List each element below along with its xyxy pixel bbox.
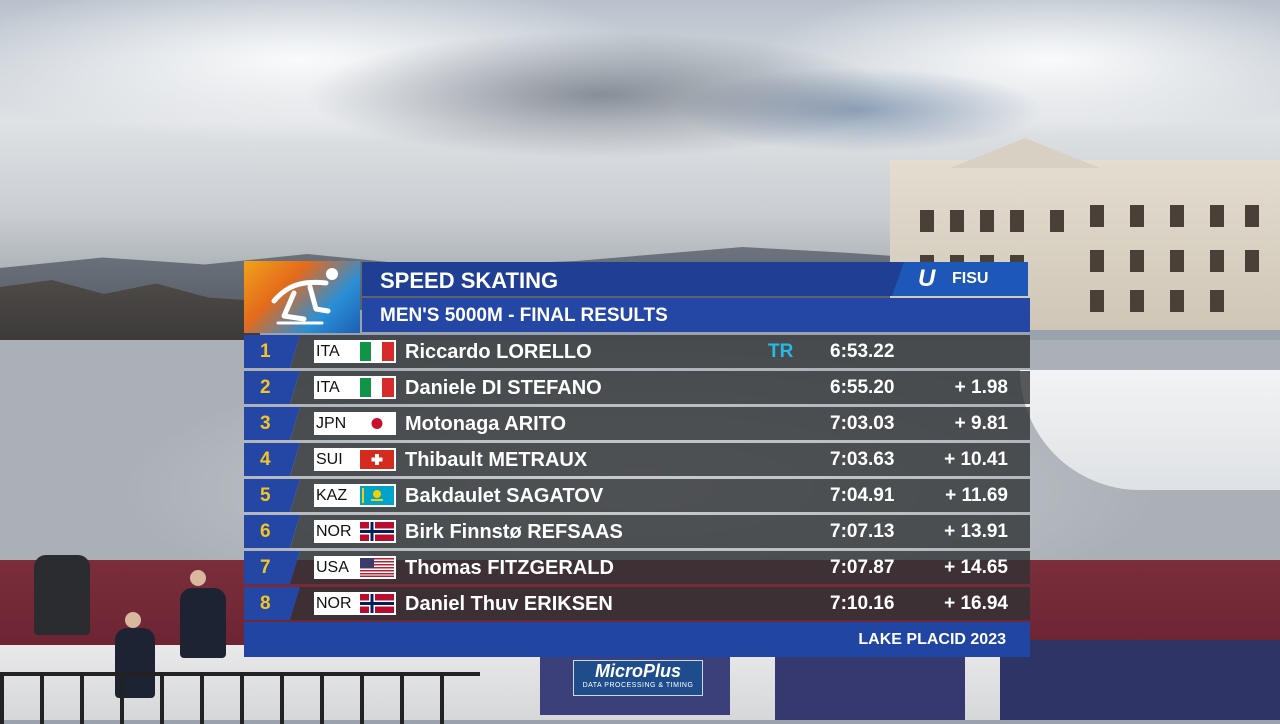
athlete-name: Thomas FITZGERALD [405, 557, 614, 579]
footer-bar: LAKE PLACID 2023 [244, 622, 1030, 657]
finish-time: 7:10.16 [830, 593, 895, 614]
banner-panel [775, 650, 965, 720]
athlete-name: Daniele DI STEFANO [405, 377, 602, 399]
fisu-icon: U [918, 265, 936, 292]
finish-time: 6:55.20 [830, 377, 895, 398]
athlete-name: Birk Finnstø REFSAAS [405, 521, 623, 543]
event-location: LAKE PLACID 2023 [858, 631, 1006, 648]
athlete-name: Riccardo LORELLO [405, 341, 592, 363]
rank: 6 [260, 521, 271, 542]
rank: 3 [260, 413, 271, 434]
nation-code: JPN [316, 415, 347, 432]
ita-flag [360, 378, 394, 397]
finish-time: 6:53.22 [830, 341, 895, 362]
ita-flag [360, 342, 394, 361]
nation-code: ITA [316, 379, 340, 396]
result-row: 2 ITA Daniele DI STEFANO 6:55.20 + 1.98 [244, 371, 1030, 404]
result-row: 3 JPN Motonaga ARITO 7:03.03 + 9.81 [244, 407, 1030, 440]
rank: 2 [260, 377, 271, 398]
finish-time: 7:07.87 [830, 557, 895, 578]
sui-flag [360, 450, 394, 469]
spectator-head [125, 612, 141, 628]
spectator [180, 588, 226, 658]
speed-skater-icon [244, 261, 360, 333]
result-row: 1 ITA Riccardo LORELLO TR 6:53.22 [244, 335, 1030, 368]
railing [0, 672, 480, 724]
time-behind: + 13.91 [944, 521, 1008, 542]
finish-time: 7:03.63 [830, 449, 895, 470]
rank: 8 [260, 593, 271, 614]
title-bar: SPEED SKATING U FISU [362, 262, 1028, 296]
result-row: 7 USA Thomas FITZGERALD 7:07.87 + 14.65 [244, 551, 1030, 584]
nor-flag [360, 522, 394, 541]
rank: 7 [260, 557, 271, 578]
time-behind: + 10.41 [944, 449, 1008, 470]
event-title: MEN'S 5000M - FINAL RESULTS [380, 305, 668, 326]
nation-code: KAZ [316, 487, 348, 504]
results-graphic: SPEED SKATING U FISU MEN'S 5000M - FINAL… [244, 261, 1030, 658]
banner-panel [1000, 640, 1280, 720]
result-row: 5 KAZ Bakdaulet SAGATOV 7:04.91 + 11.69 [244, 479, 1030, 512]
sponsor-tagline: DATA PROCESSING & TIMING [582, 682, 694, 689]
rank: 1 [260, 341, 271, 362]
nation-code: NOR [316, 595, 352, 612]
finish-time: 7:04.91 [830, 485, 895, 506]
nor-flag [360, 594, 394, 613]
camera-operator [34, 555, 90, 635]
time-behind: + 9.81 [954, 413, 1008, 434]
sport-title: SPEED SKATING [380, 268, 559, 293]
result-row: 6 NOR Birk Finnstø REFSAAS 7:07.13 + 13.… [244, 515, 1030, 548]
nation-code: NOR [316, 523, 352, 540]
finish-time: 7:03.03 [830, 413, 895, 434]
kaz-flag [360, 486, 394, 505]
time-behind: + 14.65 [944, 557, 1008, 578]
time-behind: + 1.98 [954, 377, 1008, 398]
subtitle-bar: MEN'S 5000M - FINAL RESULTS [362, 298, 1030, 332]
record-badge: TR [768, 341, 794, 362]
result-row: 8 NOR Daniel Thuv ERIKSEN 7:10.16 + 16.9… [244, 587, 1030, 620]
result-row: 4 SUI Thibault METRAUX 7:03.63 + 10.41 [244, 443, 1030, 476]
jpn-flag [360, 414, 394, 433]
fisu-logo: U FISU [892, 262, 1028, 296]
time-behind: + 11.69 [945, 485, 1008, 506]
time-behind: + 16.94 [944, 593, 1008, 614]
nation-code: USA [316, 559, 349, 576]
usa-flag [360, 558, 394, 577]
rank: 5 [260, 485, 271, 506]
athlete-name: Thibault METRAUX [405, 449, 588, 471]
nation-code: ITA [316, 343, 340, 360]
finish-time: 7:07.13 [830, 521, 895, 542]
rank: 4 [260, 449, 271, 470]
spectator-head [190, 570, 206, 586]
athlete-name: Bakdaulet SAGATOV [405, 485, 604, 507]
sponsor-name: MicroPlus [594, 661, 682, 681]
fisu-wordmark: FISU [952, 270, 989, 287]
nation-code: SUI [316, 451, 343, 468]
athlete-name: Motonaga ARITO [405, 413, 567, 435]
athlete-name: Daniel Thuv ERIKSEN [405, 593, 613, 615]
microplus-logo: MicroPlus DATA PROCESSING & TIMING [573, 660, 703, 696]
